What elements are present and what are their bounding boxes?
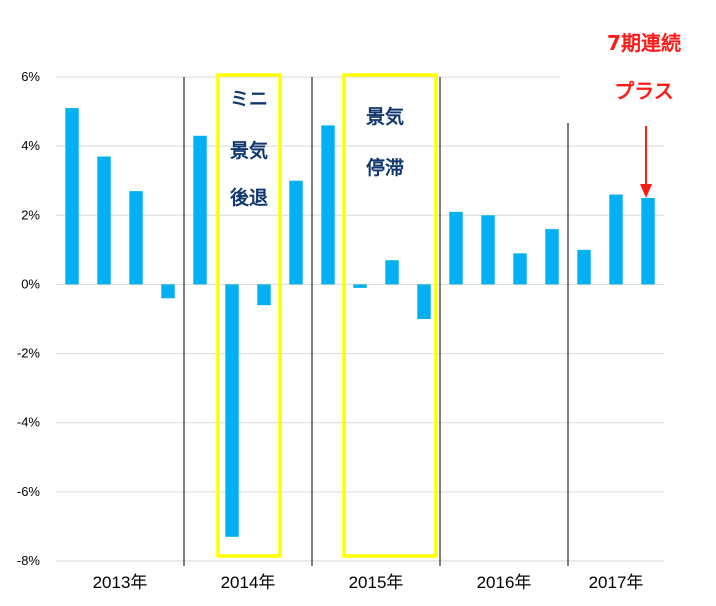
y-tick-label: 0% (21, 276, 40, 291)
year-label: 2013年 (93, 573, 148, 592)
y-tick-label: 4% (21, 138, 40, 153)
bar (97, 156, 111, 285)
gridlines (56, 76, 664, 562)
x-axis-year-labels: 2013年 2014年 2015年 2016年 2017年 (93, 573, 644, 592)
bar (321, 125, 335, 285)
y-tick-label: 2% (21, 207, 40, 222)
callout-line-1: 7期連続 (607, 31, 681, 55)
callout-line-2: プラス (614, 79, 674, 103)
bar (513, 253, 527, 285)
year-label: 2015年 (349, 573, 404, 592)
callout-arrow-head-icon (640, 184, 652, 198)
bar (449, 211, 463, 285)
mini-recession-box (216, 73, 282, 558)
y-tick-label: 6% (21, 69, 40, 84)
mini-recession-line-3: 後退 (230, 186, 268, 209)
bar (289, 180, 303, 285)
stagnation-line-1: 景気 (366, 105, 404, 128)
year-label: 2016年 (477, 573, 532, 592)
y-tick-label: -2% (17, 346, 41, 361)
bar (65, 108, 79, 285)
year-separators (183, 77, 569, 566)
bar (161, 284, 175, 299)
mini-recession-line-2: 景気 (230, 139, 268, 162)
bar (417, 284, 431, 319)
mini-recession-line-1: ミニ (230, 88, 268, 110)
bar (641, 198, 655, 285)
year-label: 2017年 (589, 573, 644, 592)
bar (225, 284, 239, 537)
callout-background (560, 20, 700, 123)
bar (257, 284, 271, 306)
y-tick-label: -8% (17, 553, 41, 568)
bar (129, 191, 143, 285)
bar (545, 229, 559, 285)
bar (353, 284, 367, 288)
y-tick-label: -6% (17, 484, 41, 499)
bar (609, 194, 623, 285)
bar (385, 260, 399, 285)
stagnation-box (342, 73, 438, 558)
bar (193, 135, 207, 285)
bar (481, 215, 495, 285)
bars (65, 108, 655, 537)
y-axis-ticks: 6% 4% 2% 0% -2% -4% -6% -8% (17, 69, 41, 568)
y-tick-label: -4% (17, 415, 41, 430)
stagnation-line-2: 停滞 (366, 156, 404, 179)
bar (577, 249, 591, 285)
year-label: 2014年 (221, 573, 276, 592)
